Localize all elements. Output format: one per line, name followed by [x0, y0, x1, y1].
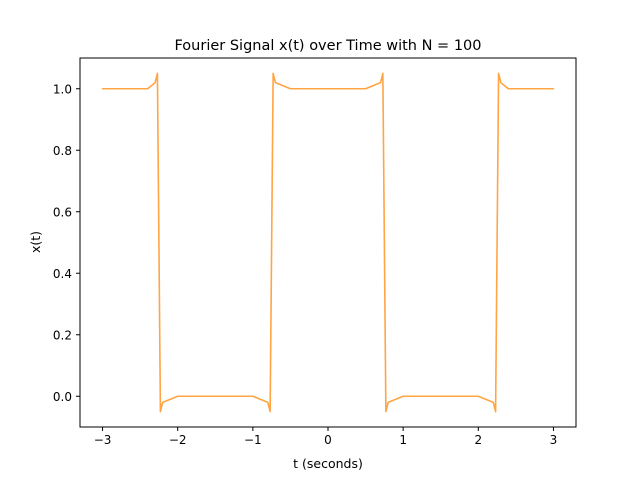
chart-title: Fourier Signal x(t) over Time with N = 1…: [174, 38, 481, 54]
x-tick-label: 0: [324, 433, 332, 447]
x-tick-label: 1: [399, 433, 407, 447]
y-axis-label: x(t): [28, 231, 43, 253]
x-tick-label: 2: [474, 433, 482, 447]
signal-layer: [101, 72, 555, 413]
y-tick-label: 1.0: [53, 82, 72, 96]
y-axis: 0.0 0.2 0.4 0.6 0.8 1.0: [53, 82, 80, 404]
x-axis-label: t (seconds): [293, 456, 363, 471]
x-axis: −3 −2 −1 0 1 2 3: [94, 427, 558, 447]
x-tick-label: −3: [94, 433, 112, 447]
signal-line: [101, 72, 555, 413]
y-tick-label: 0.8: [53, 144, 72, 158]
y-tick-label: 0.4: [53, 267, 72, 281]
x-tick-label: −1: [244, 433, 262, 447]
y-tick-label: 0.6: [53, 205, 72, 219]
x-tick-label: −2: [169, 433, 187, 447]
y-tick-label: 0.0: [53, 390, 72, 404]
x-tick-label: 3: [550, 433, 558, 447]
y-tick-label: 0.2: [53, 328, 72, 342]
